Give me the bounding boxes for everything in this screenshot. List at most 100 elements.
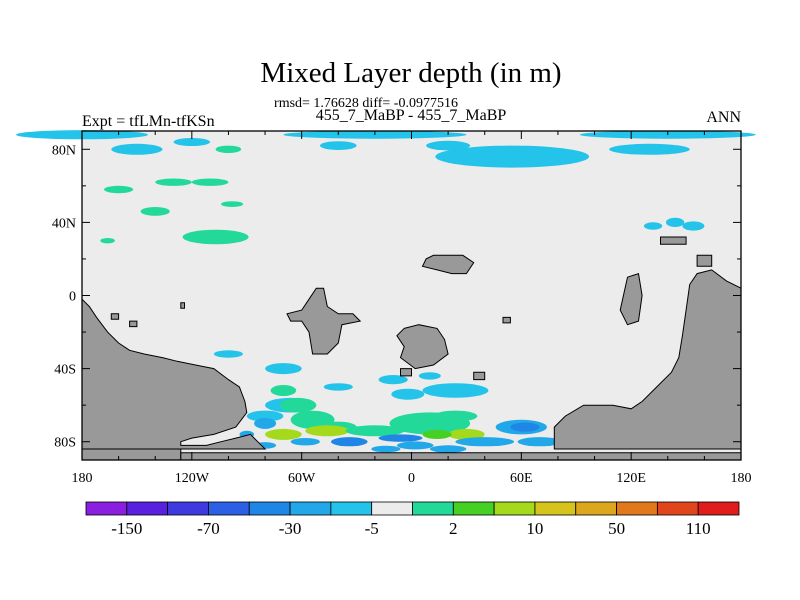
anomaly-patch (213, 350, 243, 358)
colorbar-swatch (85, 501, 128, 516)
anomaly-patch (104, 185, 134, 194)
land-mask (619, 272, 643, 326)
land-masks (81, 236, 742, 461)
anomaly-patch (378, 434, 423, 442)
anomaly-patch (100, 238, 115, 244)
anomaly-patch (202, 236, 218, 242)
land-mask (553, 269, 742, 450)
colorbar-swatch (412, 501, 454, 516)
anomaly-patch (426, 140, 471, 151)
colorbar-swatch (330, 501, 373, 516)
anomaly-patch (155, 178, 192, 186)
anomaly-patch (510, 422, 540, 432)
chart-title: Mixed Layer depth (in m) (260, 57, 561, 89)
anomaly-patch (682, 221, 705, 231)
colorbar-swatch (575, 501, 617, 516)
land-mask (473, 371, 486, 381)
colorbar-label: -150 (111, 519, 142, 538)
anomaly-patch (429, 445, 467, 453)
colorbar-swatch (493, 501, 536, 516)
x-axis-ticks: 180 120W 60W 0 60E 120E 180 (72, 131, 752, 486)
anomaly-patch (279, 397, 317, 413)
anomaly-patch (305, 425, 350, 437)
colorbar-label: 50 (608, 519, 625, 538)
colorbar: -150 -70 -30 -5 2 10 50 110 (85, 501, 740, 538)
anomaly-patch (418, 372, 441, 380)
anomaly-patch (265, 428, 302, 440)
colorbar-swatch (534, 501, 577, 516)
anomaly-patch (378, 375, 408, 385)
anomaly-patch (182, 229, 249, 245)
stats-line: rmsd= 1.76628 diff= -0.0977516 (274, 96, 458, 111)
land-mask (421, 254, 475, 275)
colorbar-swatch (167, 501, 209, 516)
anomaly-patch (448, 428, 485, 440)
anomaly-patch (173, 138, 211, 146)
land-mask (502, 316, 511, 324)
colorbar-swatch (289, 501, 332, 516)
anomaly-patch (270, 385, 297, 396)
anomaly-patch (140, 207, 170, 216)
colorbar-label: -30 (279, 519, 302, 538)
colorbar-label: 2 (449, 519, 458, 538)
land-mask (129, 320, 138, 328)
y-tick-label: 80S (54, 436, 76, 451)
x-tick-label: 60E (510, 471, 533, 486)
y-tick-label: 40S (54, 363, 76, 378)
colorbar-swatch (656, 501, 699, 516)
land-mask (660, 236, 687, 245)
case-label: 455_7_MaBP - 455_7_MaBP (316, 107, 507, 124)
x-tick-label: 0 (408, 471, 415, 486)
anomaly-patch (396, 441, 434, 450)
anomaly-patch (609, 143, 690, 155)
colorbar-swatch (616, 501, 658, 516)
y-tick-label: 80N (52, 143, 76, 158)
anomaly-patch (422, 383, 489, 398)
anomaly-patch (643, 222, 663, 230)
anomaly-patch (422, 429, 452, 439)
anomaly-patch (345, 425, 405, 437)
land-mask (110, 313, 120, 320)
anomaly-patch (191, 178, 229, 186)
land-mask (400, 368, 412, 377)
x-tick-label: 60W (288, 471, 316, 486)
anomaly-patch (455, 437, 514, 447)
anomaly-fields (16, 130, 756, 453)
colorbar-swatch (452, 501, 495, 516)
y-tick-label: 0 (69, 290, 76, 305)
season-label: ANN (706, 109, 741, 126)
anomaly-patch (290, 438, 320, 446)
anomaly-patch (265, 363, 302, 375)
anomaly-patch (331, 437, 368, 447)
anomaly-patch (517, 437, 562, 447)
y-tick-label: 40N (52, 216, 76, 231)
land-mask (286, 287, 362, 355)
land-mask (396, 324, 449, 370)
x-tick-label: 180 (72, 471, 93, 486)
land-mask (180, 302, 185, 309)
land-mask (81, 297, 267, 450)
experiment-label: Expt = tfLMn-tfKSn (82, 113, 215, 130)
x-tick-label: 120E (616, 471, 646, 486)
anomaly-patch (246, 410, 284, 422)
anomaly-patch (320, 141, 357, 151)
colorbar-swatch (371, 501, 413, 516)
x-tick-label: 120W (175, 471, 210, 486)
y-axis-ticks: 80N 40N 0 40S 80S (52, 143, 741, 451)
anomaly-patch (435, 145, 590, 168)
land-mask (81, 448, 182, 461)
anomaly-patch (371, 445, 401, 453)
anomaly-patch (221, 201, 244, 208)
x-tick-label: 180 (731, 471, 752, 486)
anomaly-patch (111, 143, 163, 155)
colorbar-label: -70 (197, 519, 220, 538)
map-plot: 180 120W 60W 0 60E 120E 180 80N 40N 0 40S 80S (16, 130, 756, 486)
colorbar-label: -5 (365, 519, 379, 538)
colorbar-swatch (126, 501, 169, 516)
anomaly-patch (665, 217, 685, 227)
land-mask (696, 254, 713, 267)
anomaly-patch (215, 145, 242, 153)
colorbar-swatch (208, 501, 250, 516)
anomaly-patch (254, 417, 277, 429)
